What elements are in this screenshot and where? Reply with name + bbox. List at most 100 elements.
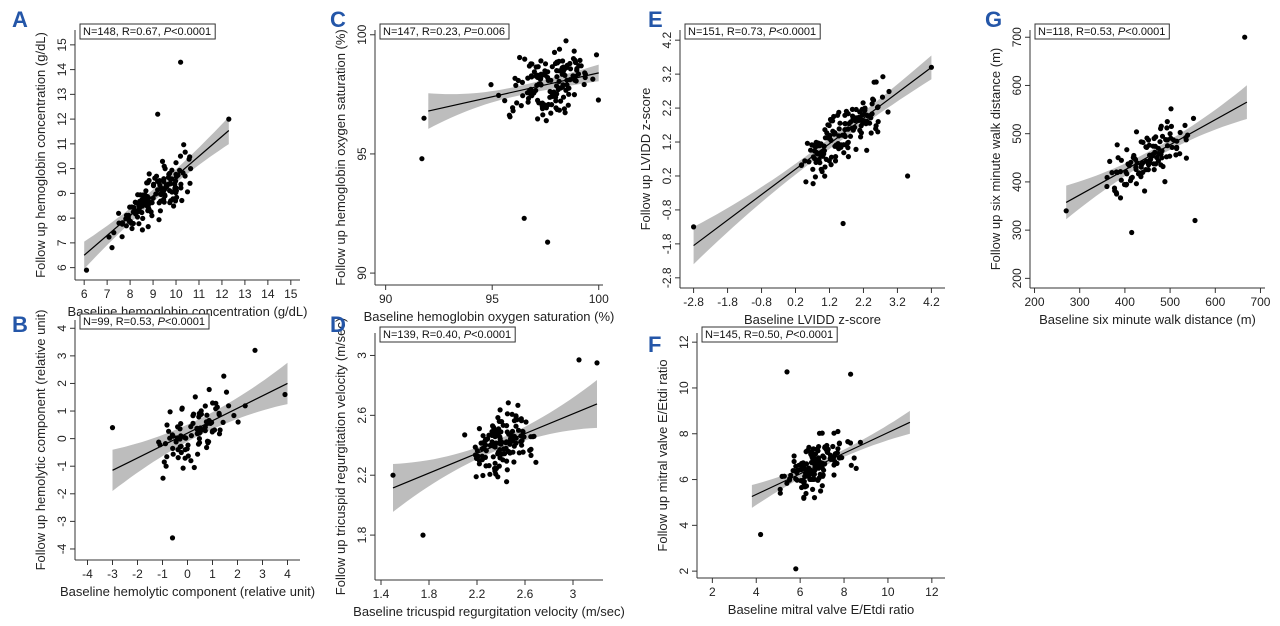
data-point [523,419,529,425]
data-point [506,112,512,118]
data-point [192,394,198,400]
data-point [832,451,839,457]
stats-p-value: <0.0001 [793,329,833,341]
data-point [109,425,116,431]
x-tick-label: 1.4 [373,587,390,601]
data-point [864,147,870,153]
data-point [554,60,561,66]
data-point [226,116,232,122]
data-point [521,434,527,440]
data-point [476,426,482,432]
data-point [166,428,172,434]
confidence-band [428,64,599,129]
x-axis-label: Baseline mitral valve E/Etdi ratio [728,602,914,617]
data-point [1131,152,1137,159]
data-point [504,411,510,417]
data-point [556,46,563,52]
data-point [502,98,508,104]
data-point [513,423,519,429]
data-point [518,439,524,445]
data-point [1168,135,1174,141]
y-tick-label: 6 [677,476,691,483]
data-point [169,432,175,438]
data-point [810,476,816,482]
x-tick-label: -2 [132,567,143,581]
data-point [548,110,554,116]
regression-line [392,403,598,489]
data-point [842,133,848,140]
data-point [486,432,492,438]
data-point [812,451,819,457]
data-point [1140,160,1146,166]
data-point [847,133,854,139]
data-point [220,419,226,425]
data-point [420,532,426,538]
data-point [1190,115,1197,121]
data-point [570,56,577,62]
data-point [574,66,580,72]
data-point [880,74,886,80]
data-point [822,135,829,141]
data-point [551,49,558,56]
data-point [186,156,192,162]
data-point [162,192,168,198]
data-point [595,97,602,103]
y-tick-label: 2.2 [660,99,674,116]
data-point [791,458,797,465]
data-point [171,203,177,209]
stats-n: N=118, [1038,26,1076,38]
data-point [1155,145,1161,151]
data-point [170,445,176,451]
data-point [826,158,832,164]
data-point [508,432,514,438]
data-point [126,212,132,218]
data-point [181,142,187,148]
data-point [868,130,874,136]
y-tick-label: 12 [55,112,69,126]
data-point [873,123,879,129]
data-point [803,179,809,185]
data-point [182,149,188,155]
data-point [1114,142,1120,148]
data-point [129,225,135,232]
data-point [506,449,512,455]
data-point [509,411,515,417]
stats-box: N=147, R=0.23, P=0.006 [379,23,510,40]
data-point [803,483,810,489]
x-tick-label: -1.8 [717,295,738,309]
data-point [590,76,596,82]
data-point [526,63,533,69]
data-point [146,171,152,177]
data-point [801,494,807,500]
data-point [159,158,166,164]
panel-letter: C [330,7,346,32]
data-point [867,120,873,126]
data-point [214,404,220,410]
data-point [840,220,846,227]
data-point [1153,134,1159,140]
x-tick-label: 2.2 [469,587,486,601]
data-point [1109,170,1115,176]
x-axis-label: Baseline hemolytic component (relative u… [60,584,315,599]
data-point [560,94,567,100]
panel-a: 6 7 8 9 10 11 12 13 14 156789101112131415Baseline… [12,7,307,319]
regression-line [693,66,932,247]
data-point [164,454,170,460]
stats-p-label: P [464,26,472,38]
stats-box-frame [1034,23,1170,40]
data-point [173,160,179,166]
x-tick-label: 4.2 [923,295,940,309]
data-point [1117,195,1124,201]
data-point [800,477,806,483]
data-point [582,70,588,76]
x-tick-label: 8 [841,585,848,599]
data-point [566,91,572,97]
data-point [871,79,877,85]
data-point [1133,129,1140,135]
data-point [825,122,831,128]
data-point [521,215,527,221]
y-tick-label: 90 [355,266,369,280]
y-axis-label: Follow up mitral valve E/Etdi ratio [655,359,670,551]
data-point [531,433,537,439]
data-point [563,65,570,71]
